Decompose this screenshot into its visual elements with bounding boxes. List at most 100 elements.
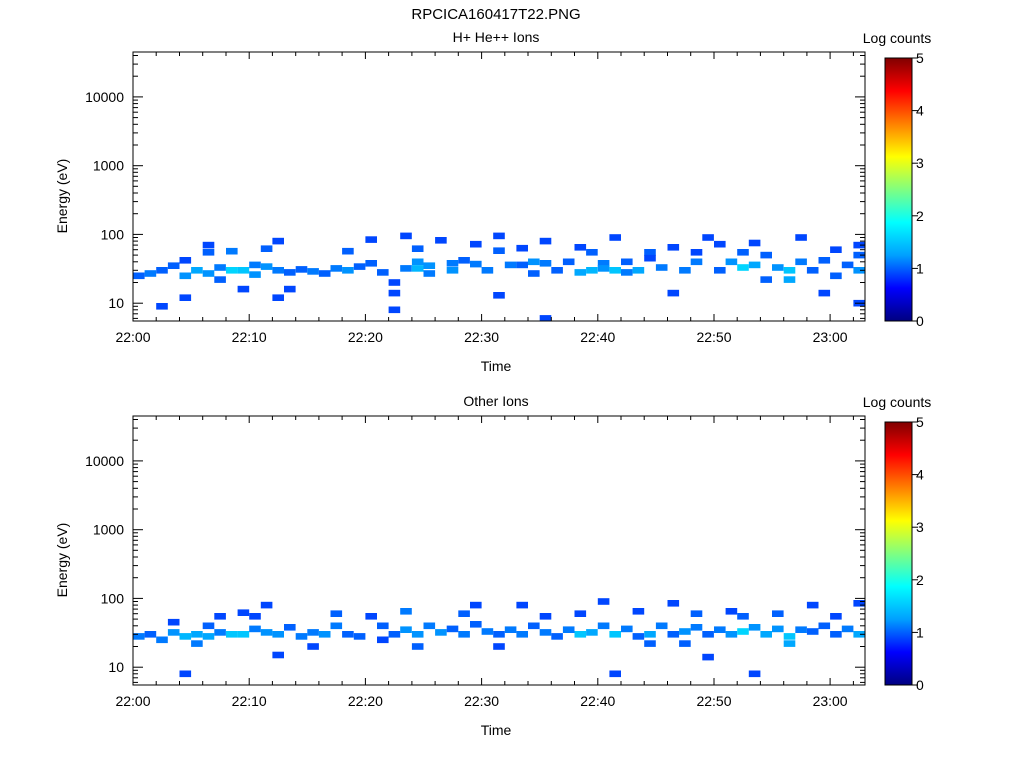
heatmap-cell xyxy=(446,625,459,633)
heatmap-cell xyxy=(133,633,145,640)
heatmap-cell xyxy=(365,613,377,620)
heatmap-cell xyxy=(528,622,540,630)
y-axis-label: Energy (eV) xyxy=(54,159,70,234)
heatmap-cell xyxy=(226,247,238,255)
heatmap-cell xyxy=(539,613,552,620)
x-tick-label: 22:10 xyxy=(232,693,267,709)
heatmap-cell xyxy=(702,653,714,661)
y-tick-label: 10 xyxy=(108,659,124,675)
heatmap-cell xyxy=(237,631,250,638)
heatmap-cell xyxy=(783,633,796,640)
heatmap-cell xyxy=(737,628,749,635)
heatmap-cell xyxy=(830,272,842,280)
heatmap-cell xyxy=(806,267,819,274)
x-tick-label: 22:30 xyxy=(464,329,499,345)
heatmap-cell xyxy=(586,267,598,274)
heatmap-cell xyxy=(783,267,796,274)
heatmap-cell xyxy=(388,631,401,638)
heatmap-cell xyxy=(795,234,807,241)
heatmap-cell xyxy=(621,625,633,633)
heatmap-cell xyxy=(202,633,215,640)
heatmap-cell xyxy=(493,247,505,254)
x-axis-label: Time xyxy=(481,358,512,374)
plot-frame xyxy=(132,51,866,322)
heatmap-cell xyxy=(690,610,703,617)
heatmap-cell xyxy=(411,643,424,650)
heatmap-cell xyxy=(249,271,261,278)
heatmap-cell xyxy=(191,267,203,274)
y-tick-label: 10000 xyxy=(85,89,124,105)
heatmap-cell xyxy=(690,624,703,631)
heatmap-cell xyxy=(714,626,726,633)
heatmap-cell xyxy=(795,626,807,633)
heatmap-cell xyxy=(458,631,470,638)
colorbar-tick-label: 0 xyxy=(916,677,924,693)
heatmap-cell xyxy=(772,625,784,633)
figure-title: RPCICA160417T22.PNG xyxy=(411,6,580,23)
heatmap-cell xyxy=(435,629,447,636)
heatmap-cell xyxy=(481,267,494,274)
heatmap-cell xyxy=(446,260,459,267)
heatmap-cell xyxy=(609,234,621,241)
heatmap-cell xyxy=(621,258,633,266)
y-tick-label: 10 xyxy=(108,295,124,311)
heatmap-cells xyxy=(133,598,865,678)
colorbar-tick-label: 5 xyxy=(916,414,924,430)
colorbar-tick-label: 1 xyxy=(916,260,924,276)
heatmap-cell xyxy=(318,631,331,638)
colorbar-ticks: 0 1 2 3 4 5 xyxy=(912,50,924,329)
colorbar-tick-label: 3 xyxy=(916,519,924,535)
heatmap-cell xyxy=(435,237,447,244)
heatmap-cell xyxy=(342,247,354,255)
heatmap-cell xyxy=(214,629,226,636)
heatmap-cell xyxy=(644,254,656,262)
x-tick-label: 22:00 xyxy=(115,693,150,709)
heatmap-cell xyxy=(609,631,621,638)
heatmap-cell xyxy=(133,272,145,280)
heatmap-cell xyxy=(191,631,203,638)
heatmap-cell xyxy=(806,601,819,609)
y-tick-label: 100 xyxy=(101,226,125,242)
heatmap-cell xyxy=(516,601,528,609)
x-tick-label: 22:40 xyxy=(580,693,615,709)
heatmap-cell xyxy=(539,237,552,245)
heatmap-cell xyxy=(202,622,215,630)
x-tick-label: 22:20 xyxy=(348,693,383,709)
heatmap-cell xyxy=(179,294,192,301)
heatmap-cell xyxy=(237,285,250,293)
heatmap-cell xyxy=(458,610,470,617)
heatmap-cell xyxy=(377,636,389,644)
heatmap-cell xyxy=(411,258,424,266)
panel-title: H+ He++ Ions xyxy=(453,29,540,45)
colorbar xyxy=(884,421,913,686)
heatmap-cell xyxy=(783,640,796,647)
heatmap-cell xyxy=(725,631,738,638)
colorbar-ticks: 0 1 2 3 4 5 xyxy=(912,414,924,693)
heatmap-cell xyxy=(365,260,377,267)
x-tick-label: 22:50 xyxy=(696,329,731,345)
heatmap-cell xyxy=(411,265,424,272)
heatmap-cell xyxy=(644,640,656,647)
colorbar-tick-label: 2 xyxy=(916,572,924,588)
heatmap-cell xyxy=(551,633,563,640)
heatmap-cell xyxy=(609,670,621,678)
heatmap-cell xyxy=(481,628,494,635)
heatmap-cell xyxy=(249,625,261,633)
heatmap-cell xyxy=(772,264,784,271)
heatmap-cell xyxy=(191,640,203,647)
heatmap-cell xyxy=(830,246,842,253)
x-tick-label: 22:10 xyxy=(232,329,267,345)
heatmap-cell xyxy=(516,631,528,638)
heatmap-cell xyxy=(365,236,377,243)
heatmap-cell xyxy=(249,613,261,620)
heatmap-cell xyxy=(504,626,517,633)
heatmap-cell xyxy=(830,631,842,638)
x-axis: 22:00 22:10 22:20 22:30 22:40 22:50 23:00 xyxy=(115,416,854,709)
heatmap-cell xyxy=(725,258,738,266)
heatmap-cells xyxy=(133,232,865,321)
colorbar-tick-label: 4 xyxy=(916,467,924,483)
heatmap-cell xyxy=(737,249,749,256)
colorbar-tick-label: 1 xyxy=(916,624,924,640)
heatmap-cell xyxy=(818,622,831,630)
heatmap-cell xyxy=(841,261,854,269)
